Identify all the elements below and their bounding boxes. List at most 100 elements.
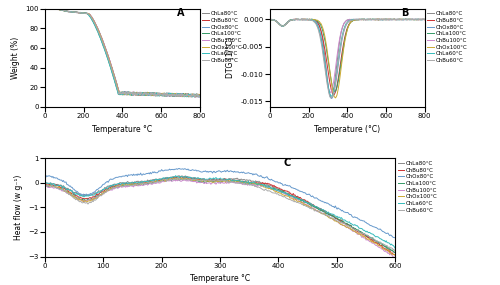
ChBu100°C: [116, 89, 122, 92]
ChBu60°C: [296, 201, 302, 205]
ChLa100°C: [182, 177, 188, 181]
ChOx100°C: [48, 7, 54, 10]
Line: ChLa60°C: ChLa60°C: [45, 8, 200, 97]
ChLa100°C: [156, 180, 162, 184]
ChOx100°C: [126, 92, 132, 95]
Line: ChBu60°C: ChBu60°C: [270, 19, 424, 98]
ChBu100°C: [360, 18, 366, 21]
ChLa60°C: [361, 17, 367, 21]
ChOx80°C: [392, 236, 398, 239]
ChLa100°C: [196, 93, 202, 97]
ChLa60°C: [126, 91, 132, 95]
ChOx80°C: [176, 167, 182, 170]
ChOx80°C: [267, 18, 273, 21]
ChOx100°C: [196, 93, 202, 96]
ChBu100°C: [194, 94, 200, 97]
ChBu60°C: [182, 178, 188, 182]
ChBu60°C: [263, 188, 269, 192]
ChBu100°C: [391, 256, 397, 259]
ChLa100°C: [42, 7, 48, 10]
ChBu80°C: [360, 18, 366, 21]
ChOx80°C: [126, 91, 132, 95]
Legend: ChLa80°C, ChBu80°C, ChOx80°C, ChLa100°C, ChBu100°C, ChOx100°C, ChLa60°C, ChBu60°: ChLa80°C, ChBu80°C, ChOx80°C, ChLa100°C,…: [398, 161, 438, 213]
ChOx100°C: [422, 18, 428, 21]
ChLa60°C: [360, 18, 366, 21]
ChLa60°C: [267, 18, 273, 21]
ChBu100°C: [422, 18, 428, 21]
Text: C: C: [283, 158, 290, 168]
ChLa80°C: [394, 18, 400, 21]
ChBu60°C: [172, 177, 178, 180]
ChLa100°C: [342, 37, 348, 40]
X-axis label: Temperature (°C): Temperature (°C): [314, 125, 380, 134]
ChOx80°C: [328, 97, 334, 100]
ChOx100°C: [394, 18, 400, 21]
ChBu60°C: [418, 18, 424, 21]
ChLa60°C: [84, 194, 90, 198]
ChLa80°C: [360, 18, 366, 21]
ChLa100°C: [331, 89, 337, 93]
ChOx80°C: [169, 94, 175, 98]
ChOx100°C: [392, 253, 398, 257]
ChOx80°C: [48, 7, 54, 10]
ChBu80°C: [126, 92, 132, 95]
Line: ChLa80°C: ChLa80°C: [45, 176, 395, 253]
Text: B: B: [402, 9, 409, 19]
ChBu60°C: [42, 7, 48, 10]
ChLa80°C: [328, 96, 334, 99]
ChOx100°C: [418, 18, 424, 21]
ChLa100°C: [341, 42, 347, 45]
ChOx80°C: [156, 169, 162, 172]
ChBu80°C: [351, 18, 357, 22]
ChBu60°C: [134, 92, 140, 95]
ChOx80°C: [116, 93, 122, 96]
ChBu60°C: [360, 18, 366, 21]
ChBu80°C: [116, 90, 122, 93]
ChOx100°C: [374, 17, 380, 21]
ChLa60°C: [196, 95, 202, 99]
ChBu80°C: [116, 89, 122, 92]
ChBu100°C: [418, 18, 424, 21]
ChLa60°C: [182, 176, 188, 179]
ChOx100°C: [116, 93, 122, 96]
ChBu80°C: [156, 179, 162, 182]
Line: ChOx100°C: ChOx100°C: [270, 19, 424, 98]
Line: ChBu100°C: ChBu100°C: [270, 19, 424, 92]
ChLa100°C: [418, 18, 424, 21]
Line: ChLa60°C: ChLa60°C: [270, 19, 424, 96]
ChBu100°C: [48, 7, 54, 10]
ChOx80°C: [418, 18, 424, 21]
ChBu80°C: [196, 95, 202, 99]
ChOx80°C: [116, 89, 122, 92]
ChLa80°C: [296, 197, 302, 200]
ChBu80°C: [342, 36, 347, 39]
ChOx80°C: [296, 188, 302, 192]
ChBu80°C: [394, 18, 400, 21]
ChOx100°C: [182, 177, 188, 180]
ChLa100°C: [50, 7, 56, 10]
ChLa80°C: [352, 18, 358, 21]
ChBu100°C: [351, 18, 357, 21]
ChBu60°C: [392, 249, 398, 253]
ChBu80°C: [44, 7, 50, 10]
ChOx100°C: [267, 18, 273, 21]
Line: ChLa60°C: ChLa60°C: [45, 176, 395, 248]
ChLa100°C: [422, 18, 428, 21]
ChOx100°C: [84, 200, 90, 204]
ChOx100°C: [342, 40, 347, 44]
ChOx100°C: [116, 90, 122, 93]
ChLa80°C: [298, 198, 304, 201]
ChLa100°C: [263, 184, 269, 187]
ChLa80°C: [169, 93, 175, 96]
ChLa80°C: [156, 178, 162, 181]
ChBu80°C: [194, 93, 200, 97]
ChOx80°C: [298, 190, 304, 193]
ChBu80°C: [341, 41, 347, 44]
ChOx80°C: [194, 93, 200, 96]
ChOx80°C: [84, 194, 90, 197]
ChLa60°C: [46, 7, 52, 10]
ChLa100°C: [308, 17, 314, 21]
ChLa60°C: [134, 91, 140, 95]
Y-axis label: Heat flow (w g⁻¹): Heat flow (w g⁻¹): [14, 175, 23, 240]
Line: ChLa80°C: ChLa80°C: [45, 8, 200, 97]
